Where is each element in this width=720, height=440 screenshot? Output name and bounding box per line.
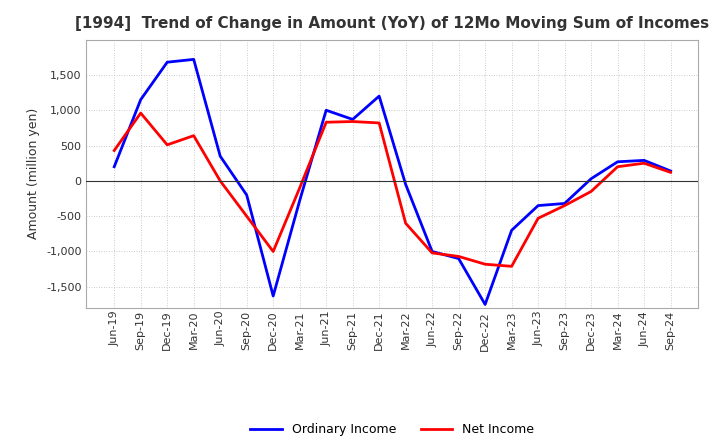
Ordinary Income <box>401 182 410 187</box>
Ordinary Income <box>534 203 542 208</box>
Legend: Ordinary Income, Net Income: Ordinary Income, Net Income <box>246 418 539 440</box>
Ordinary Income <box>454 256 463 261</box>
Ordinary Income <box>587 176 595 181</box>
Net Income <box>428 250 436 256</box>
Net Income <box>189 133 198 138</box>
Ordinary Income <box>110 164 119 169</box>
Net Income <box>243 213 251 219</box>
Net Income <box>269 249 277 254</box>
Ordinary Income <box>481 302 490 307</box>
Ordinary Income <box>348 117 357 122</box>
Ordinary Income <box>189 57 198 62</box>
Net Income <box>295 185 304 191</box>
Net Income <box>640 161 649 166</box>
Net Income <box>216 178 225 183</box>
Ordinary Income <box>560 201 569 206</box>
Ordinary Income <box>295 198 304 203</box>
Ordinary Income <box>163 59 171 65</box>
Net Income <box>322 120 330 125</box>
Y-axis label: Amount (million yen): Amount (million yen) <box>27 108 40 239</box>
Ordinary Income <box>216 154 225 159</box>
Ordinary Income <box>640 158 649 163</box>
Net Income <box>401 220 410 226</box>
Ordinary Income <box>136 97 145 102</box>
Net Income <box>136 110 145 116</box>
Net Income <box>375 120 384 125</box>
Title: [1994]  Trend of Change in Amount (YoY) of 12Mo Moving Sum of Incomes: [1994] Trend of Change in Amount (YoY) o… <box>76 16 709 32</box>
Net Income <box>613 164 622 169</box>
Ordinary Income <box>375 93 384 99</box>
Net Income <box>508 264 516 269</box>
Line: Net Income: Net Income <box>114 113 670 266</box>
Ordinary Income <box>666 169 675 174</box>
Net Income <box>481 261 490 267</box>
Net Income <box>454 254 463 259</box>
Line: Ordinary Income: Ordinary Income <box>114 59 670 304</box>
Net Income <box>163 142 171 147</box>
Net Income <box>560 203 569 208</box>
Ordinary Income <box>508 227 516 233</box>
Ordinary Income <box>613 159 622 165</box>
Net Income <box>348 119 357 124</box>
Net Income <box>110 148 119 153</box>
Net Income <box>666 170 675 175</box>
Ordinary Income <box>243 192 251 198</box>
Ordinary Income <box>322 108 330 113</box>
Net Income <box>587 189 595 194</box>
Net Income <box>534 216 542 221</box>
Ordinary Income <box>269 293 277 299</box>
Ordinary Income <box>428 249 436 254</box>
